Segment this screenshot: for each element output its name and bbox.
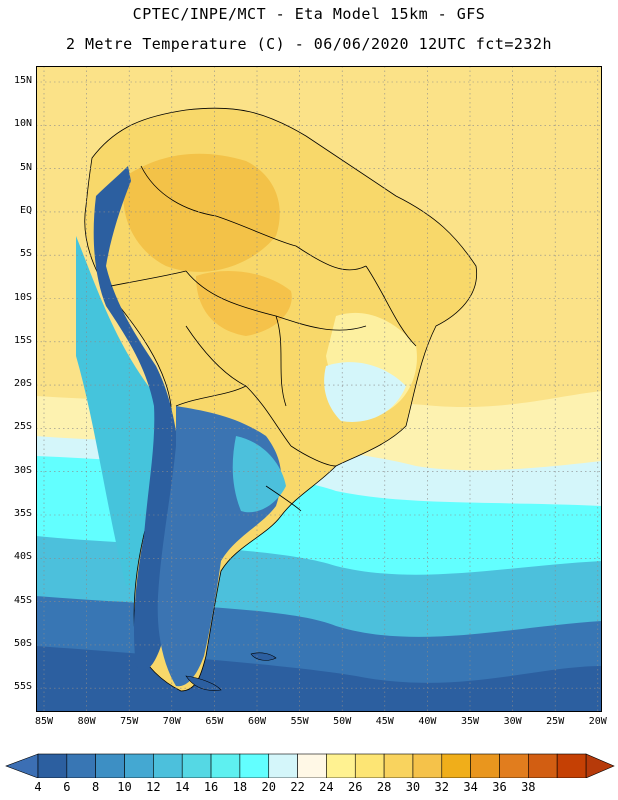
colorbar-swatch: [181, 753, 212, 779]
map-subtitle: 2 Metre Temperature (C) - 06/06/2020 12U…: [65, 35, 553, 53]
colorbar-tick-label: 26: [348, 780, 363, 794]
colorbar-max-arrow: [585, 753, 615, 779]
pampas-cool: [232, 436, 286, 513]
colorbar-tick-label: 18: [232, 780, 248, 794]
colorbar-tick-label: 14: [174, 780, 190, 794]
colorbar-tick-label: 16: [203, 780, 219, 794]
colorbar-swatch: [470, 753, 500, 779]
longitude-label: 85W: [34, 716, 54, 727]
latitude-label: 25S: [13, 421, 32, 433]
colorbar-swatch: [441, 753, 471, 779]
colorbar-swatch: [124, 753, 154, 779]
colorbar-tick-label: 32: [434, 780, 449, 794]
colorbar-tick-label: 12: [146, 780, 161, 794]
longitude-label: 25W: [546, 716, 565, 727]
latitude-label: 10S: [13, 291, 32, 303]
colorbar-swatch: [37, 753, 68, 779]
longitude-label: 40W: [418, 716, 437, 727]
land-hot-central: [196, 271, 292, 336]
colorbar-tick-label: 28: [376, 780, 392, 794]
map-title: CPTEC/INPE/MCT - Eta Model 15km - GFS: [132, 5, 486, 23]
temperature-map: [36, 66, 602, 712]
tierra-del-fuego: [185, 675, 222, 691]
longitude-label: 80W: [77, 716, 96, 727]
colorbar-swatch: [95, 753, 125, 779]
colorbar-swatch: [383, 753, 414, 779]
longitude-label: 55W: [290, 716, 309, 727]
land-cool-southeast: [324, 362, 406, 422]
latitude-label: 45S: [13, 594, 32, 606]
colorbar-swatch: [297, 753, 327, 779]
latitude-label: 5S: [19, 248, 32, 260]
falklands: [250, 652, 277, 661]
latitude-label: 15S: [13, 334, 32, 346]
colorbar-swatch: [354, 753, 385, 779]
colorbar-swatch: [499, 753, 529, 779]
longitude-label: 60W: [247, 716, 267, 727]
colorbar-swatch: [326, 753, 356, 779]
country-borders: [110, 165, 417, 512]
latitude-label: 20S: [13, 378, 32, 390]
colorbar-tick-label: 20: [261, 780, 276, 794]
colorbar-swatch: [153, 753, 183, 779]
colorbar-swatch: [528, 753, 558, 779]
temperature-colorbar: [0, 748, 618, 800]
colorbar-tick-label: 8: [92, 780, 100, 794]
latitude-label: 55S: [13, 681, 32, 693]
longitude-label: 50W: [333, 716, 352, 727]
longitude-label: 70W: [162, 716, 181, 727]
longitude-label: 30W: [503, 716, 522, 727]
longitude-label: 75W: [120, 716, 139, 727]
colorbar-swatch: [412, 753, 443, 779]
longitude-label: 45W: [375, 716, 394, 727]
colorbar-tick-label: 38: [521, 780, 536, 794]
latitude-label: 40S: [13, 551, 32, 563]
colorbar-tick-label: 36: [492, 780, 507, 794]
colorbar-tick-label: 22: [290, 780, 305, 794]
latitude-label: 35S: [13, 508, 32, 519]
colorbar-tick-label: 34: [463, 780, 478, 794]
colorbar-swatch: [239, 753, 270, 779]
longitude-label: 65W: [205, 716, 224, 727]
longitude-label: 35W: [460, 716, 480, 727]
colorbar-min-arrow: [5, 753, 39, 779]
latitude-label: EQ: [19, 204, 32, 216]
colorbar-swatch: [556, 753, 587, 779]
colorbar-tick-label: 30: [405, 780, 421, 794]
colorbar-tick-label: 4: [34, 780, 42, 794]
latitude-label: 5N: [19, 161, 32, 173]
colorbar-tick-label: 24: [319, 780, 334, 794]
colorbar-swatch: [268, 753, 298, 779]
colorbar-swatch: [210, 753, 241, 779]
colorbar-swatch: [66, 753, 96, 779]
colorbar-tick-label: 6: [63, 780, 71, 794]
latitude-label: 50S: [13, 637, 32, 649]
latitude-label: 30S: [13, 464, 32, 476]
latitude-label: 15N: [13, 75, 32, 86]
longitude-label: 20W: [588, 716, 607, 727]
latitude-label: 10N: [13, 118, 32, 130]
colorbar-tick-label: 10: [117, 780, 132, 794]
andes-cold: [93, 166, 181, 670]
